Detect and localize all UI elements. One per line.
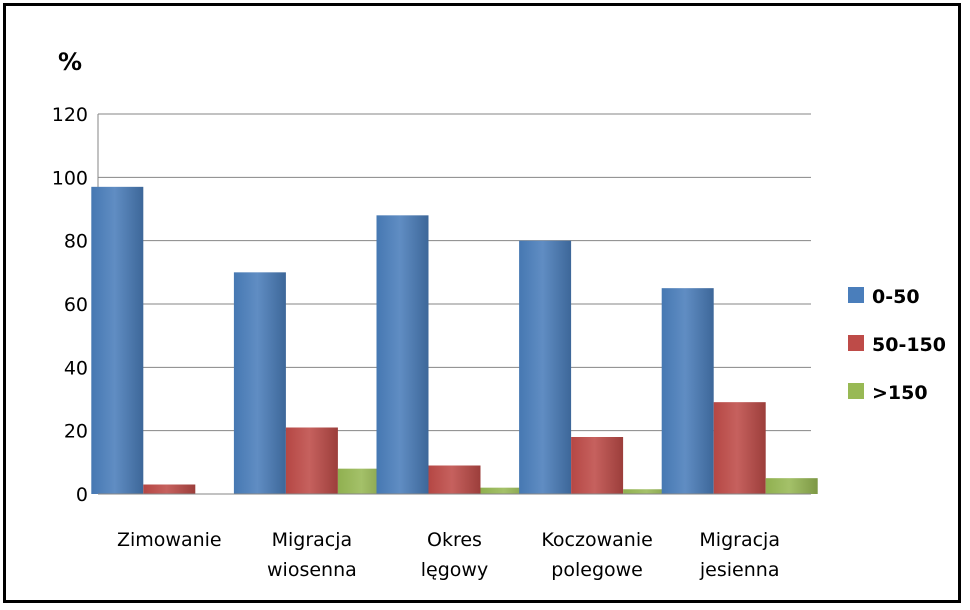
y-tick-label: 40 — [64, 357, 88, 379]
bar-0-50-0 — [91, 186, 144, 495]
y-tick-label: 80 — [64, 231, 88, 253]
y-axis-ticks: 0 20 40 60 80 100 120 — [52, 104, 88, 506]
bar-0-50-3 — [519, 240, 572, 494]
bar-50-150-4 — [713, 402, 766, 494]
x-category-label: Migracja — [699, 529, 780, 551]
bar-50-150-3 — [571, 437, 624, 494]
x-category-label: wiosenna — [267, 559, 357, 581]
y-tick-label: 0 — [76, 484, 88, 506]
y-tick-label: 100 — [52, 167, 88, 189]
chart-frame: 0 20 40 60 80 100 120 % Zimowanie Migracja wiose… — [3, 3, 961, 603]
x-axis-labels: Zimowanie Migracja wiosenna Okres lęgowy Kocz… — [117, 529, 780, 581]
legend-label: >150 — [872, 382, 928, 404]
bar--150-4 — [765, 478, 818, 494]
bar--150-2 — [480, 487, 533, 494]
bar-chart: 0 20 40 60 80 100 120 % Zimowanie Migracja wiose… — [52, 48, 946, 581]
legend-label: 0-50 — [872, 286, 920, 308]
bar-50-150-2 — [428, 465, 481, 494]
x-category-label: polegowe — [551, 559, 643, 581]
y-tick-label: 120 — [52, 104, 88, 126]
bar-50-150-0 — [143, 484, 196, 494]
bars — [91, 186, 818, 495]
x-category-label: lęgowy — [421, 559, 488, 581]
bar-0-50-4 — [661, 288, 714, 494]
legend-swatch — [848, 383, 864, 399]
legend: 0-50 50-150 >150 — [848, 286, 946, 404]
bar--150-3 — [623, 489, 676, 494]
y-tick-label: 60 — [64, 294, 88, 316]
y-tick-label: 20 — [64, 421, 88, 443]
y-axis-unit-label: % — [58, 48, 82, 76]
legend-label: 50-150 — [872, 334, 946, 356]
bar-0-50-1 — [233, 272, 286, 494]
x-category-label: Migracja — [272, 529, 353, 551]
bar-50-150-1 — [285, 427, 338, 494]
x-category-label: Okres — [427, 529, 482, 551]
x-category-label: Koczowanie — [541, 529, 652, 551]
bar-0-50-2 — [376, 215, 429, 495]
legend-swatch — [848, 335, 864, 351]
legend-swatch — [848, 287, 864, 303]
x-category-label: Zimowanie — [117, 529, 222, 551]
x-category-label: jesienna — [699, 559, 780, 581]
